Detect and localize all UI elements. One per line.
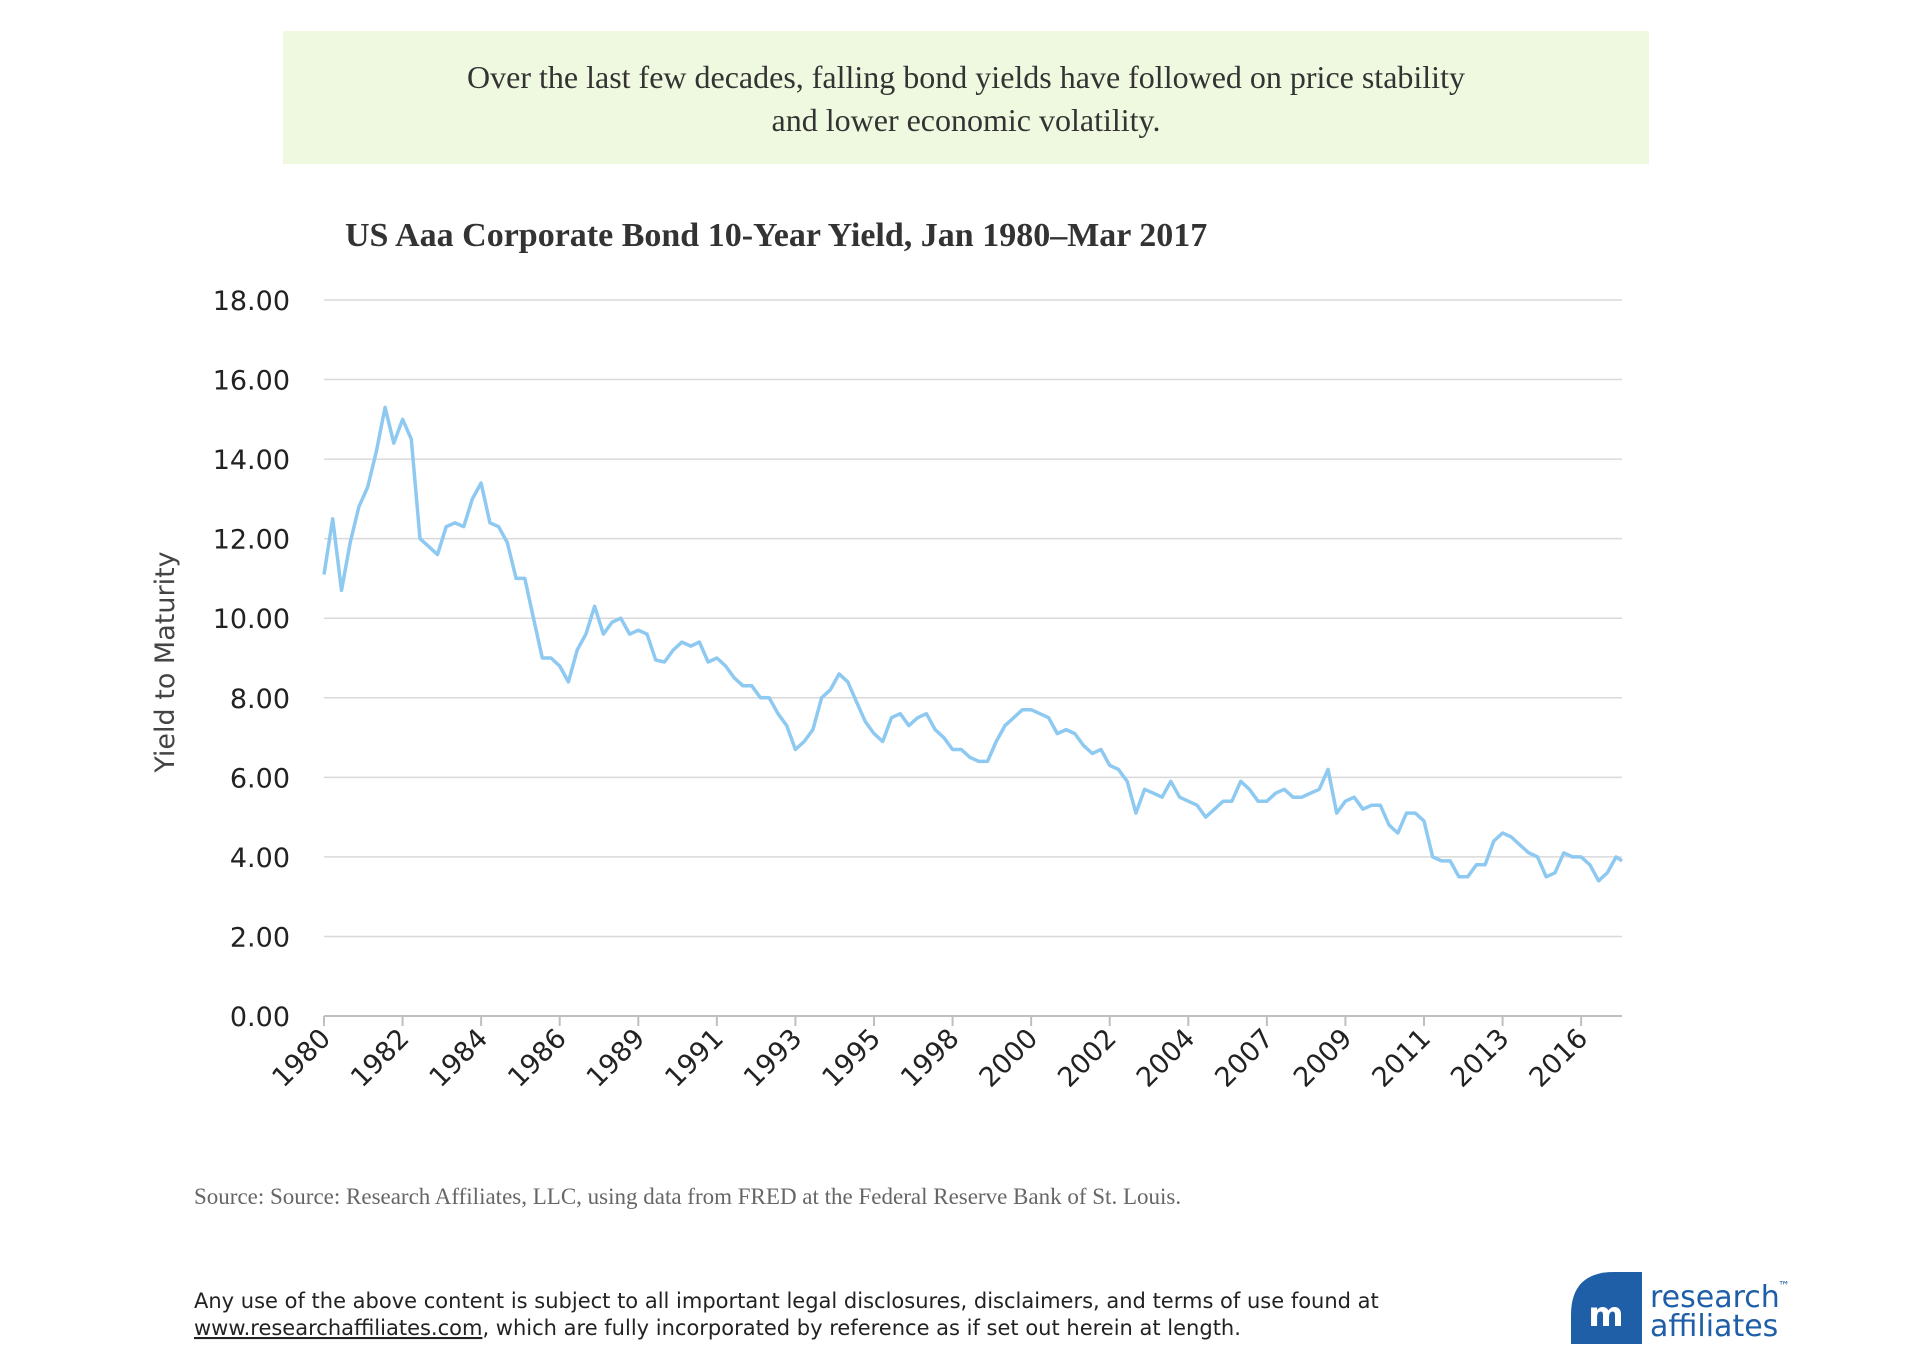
plot-area: 0.00 2.00 4.00 6.00 8.00 10.00 12.00 14.00 16.00…: [213, 286, 1623, 1094]
x-tick-label: 2009: [1288, 1023, 1359, 1094]
x-tick-label: 2007: [1209, 1023, 1280, 1094]
logo-mark: [1571, 1272, 1642, 1344]
x-tick-label: 1991: [659, 1023, 730, 1094]
logo: m research ™ affiliates: [1571, 1272, 1790, 1344]
y-tick-label: 10.00: [213, 604, 290, 635]
x-tick-label: 1995: [816, 1023, 887, 1094]
y-tick-label: 6.00: [230, 763, 290, 794]
line-series: [322, 405, 1623, 883]
y-tick-label: 16.00: [213, 366, 290, 397]
x-tick-label: 1998: [895, 1023, 966, 1094]
chart-title: US Aaa Corporate Bond 10-Year Yield, Jan…: [345, 217, 1207, 254]
y-tick-label: 4.00: [230, 843, 290, 874]
y-axis-label: Yield to Maturity: [150, 551, 181, 773]
x-tick-label: 1986: [502, 1023, 573, 1094]
y-tick-label: 14.00: [213, 445, 290, 476]
logo-tm: ™: [1778, 1279, 1790, 1293]
x-tick-label: 1993: [738, 1023, 809, 1094]
disclaimer: Any use of the above content is subject …: [194, 1289, 1379, 1313]
x-tick-label: 2011: [1366, 1023, 1437, 1094]
logo-text: research: [1650, 1280, 1780, 1315]
x-tick-label: 1984: [424, 1023, 495, 1094]
x-tick-label: 2000: [974, 1023, 1045, 1094]
y-tick-label: 18.00: [213, 286, 290, 317]
x-tick-label: 2013: [1445, 1023, 1516, 1094]
header-box: [283, 31, 1649, 164]
y-tick-label: 12.00: [213, 525, 290, 556]
link[interactable]: www.researchaffiliates.com: [194, 1316, 482, 1340]
y-tick-label: 8.00: [230, 684, 290, 715]
logo-text: affiliates: [1650, 1309, 1778, 1344]
source: Source: Source: Research Affiliates, LLC…: [194, 1184, 1181, 1209]
x-tick-label: 2002: [1052, 1023, 1123, 1094]
y-tick-label: 0.00: [230, 1002, 290, 1033]
x-tick-label: 1989: [581, 1023, 652, 1094]
x-tick-label: 1980: [266, 1023, 337, 1094]
y-tick-label: 2.00: [230, 922, 290, 953]
x-tick-label: 2004: [1131, 1023, 1202, 1094]
disclaimer-text: , which are fully incorporated by refere…: [482, 1316, 1240, 1340]
x-tick-label: 1982: [345, 1023, 416, 1094]
x-tick-label: 2016: [1524, 1023, 1595, 1094]
logo-glyph: m: [1588, 1295, 1623, 1335]
disclaimer: www.researchaffiliates.com, which are fu…: [194, 1316, 1241, 1340]
header-line: and lower economic volatility.: [772, 102, 1161, 138]
header-line: Over the last few decades, falling bond …: [467, 59, 1465, 95]
